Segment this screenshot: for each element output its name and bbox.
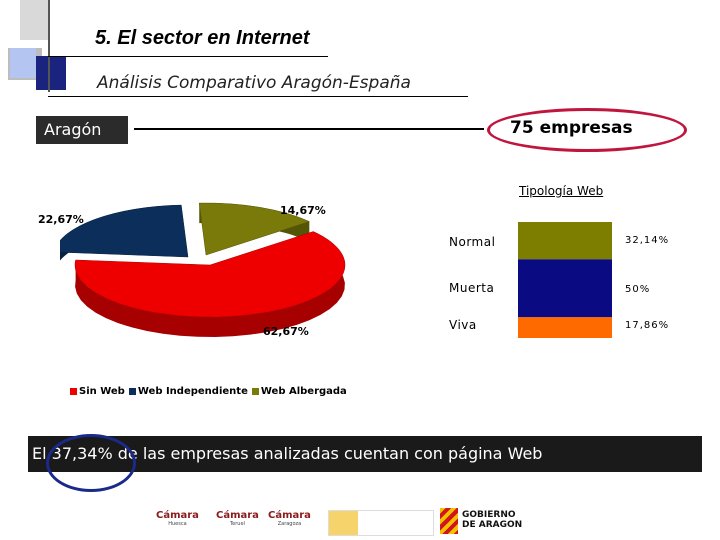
- legend-label-sin-web: Sin Web: [79, 386, 125, 397]
- decor-square-blue: [36, 56, 66, 90]
- title-rule: [48, 56, 328, 57]
- subtitle-rule: [48, 96, 468, 97]
- pie-slice-web-independiente: [60, 204, 189, 258]
- pie-value-label-web-independiente: 22,67%: [38, 213, 84, 226]
- page-subtitle: Análisis Comparativo Aragón-España: [97, 73, 411, 93]
- logo-camara-zaragoza-text: Cámara: [268, 510, 311, 521]
- logo-camara-teruel-text: Cámara: [216, 510, 259, 521]
- logo-camara-zaragoza: Cámara Zaragoza: [268, 510, 311, 527]
- bar-segment-normal: [518, 222, 612, 260]
- summary-banner: El 37,34% de las empresas analizadas cue…: [28, 436, 702, 472]
- logo-camara-huesca-text: Cámara: [156, 510, 199, 521]
- region-label: Aragón: [36, 116, 128, 144]
- legend-item-web-independiente: Web Independiente: [128, 386, 248, 397]
- bar-category-viva: Viva: [449, 318, 477, 332]
- bar-chart-title: Tipología Web: [519, 184, 604, 198]
- decor-square-lightblue: [10, 48, 36, 78]
- decor-vertical-line: [48, 0, 50, 92]
- logo-ministerio: [328, 510, 434, 536]
- company-count: 75 empresas: [510, 118, 633, 138]
- bar-category-normal: Normal: [449, 235, 496, 249]
- bar-value-normal: 32,14%: [625, 235, 670, 246]
- pie-slice-web-albergada: [198, 202, 311, 256]
- bar-value-muerta: 50%: [625, 284, 651, 295]
- stacked-bar-chart: [518, 222, 612, 338]
- count-highlight-oval: [487, 108, 687, 152]
- legend-swatch-web-albergada: [251, 388, 259, 395]
- pie-value-label-web-albergada: 14,67%: [280, 204, 326, 217]
- legend-swatch-web-independiente: [128, 388, 136, 395]
- bar-value-viva: 17,86%: [625, 320, 670, 331]
- legend-item-sin-web: Sin Web: [70, 386, 125, 397]
- logo-camara-huesca: Cámara Huesca: [156, 510, 199, 527]
- bar-segment-viva: [518, 317, 612, 338]
- logo-camara-zaragoza-sub: Zaragoza: [277, 521, 302, 527]
- logo-aragon-flag-icon: [440, 508, 458, 534]
- decor-square-light: [20, 0, 48, 40]
- page-title: 5. El sector en Internet: [95, 27, 310, 49]
- pie-slice-side-sin-web: [75, 231, 345, 337]
- logo-camara-huesca-sub: Huesca: [168, 521, 187, 527]
- pie-slice-sin-web: [74, 231, 346, 318]
- logo-camara-teruel-sub: Teruel: [229, 521, 245, 527]
- logo-camara-teruel: Cámara Teruel: [216, 510, 259, 527]
- pie-legend: Sin Web Web Independiente Web Albergada: [70, 386, 347, 397]
- bar-category-muerta: Muerta: [449, 281, 495, 295]
- legend-swatch-sin-web: [70, 388, 77, 395]
- pie-chart: [60, 202, 346, 337]
- pie-value-label-sin-web: 62,67%: [263, 325, 309, 338]
- bar-segment-muerta: [518, 259, 612, 318]
- region-divider: [134, 128, 484, 130]
- legend-label-web-independiente: Web Independiente: [137, 386, 248, 397]
- logo-gobierno-aragon: GOBIERNO DE ARAGON: [462, 510, 523, 530]
- percent-highlight-oval: [46, 434, 136, 492]
- legend-label-web-albergada: Web Albergada: [260, 386, 347, 397]
- legend-item-web-albergada: Web Albergada: [251, 386, 347, 397]
